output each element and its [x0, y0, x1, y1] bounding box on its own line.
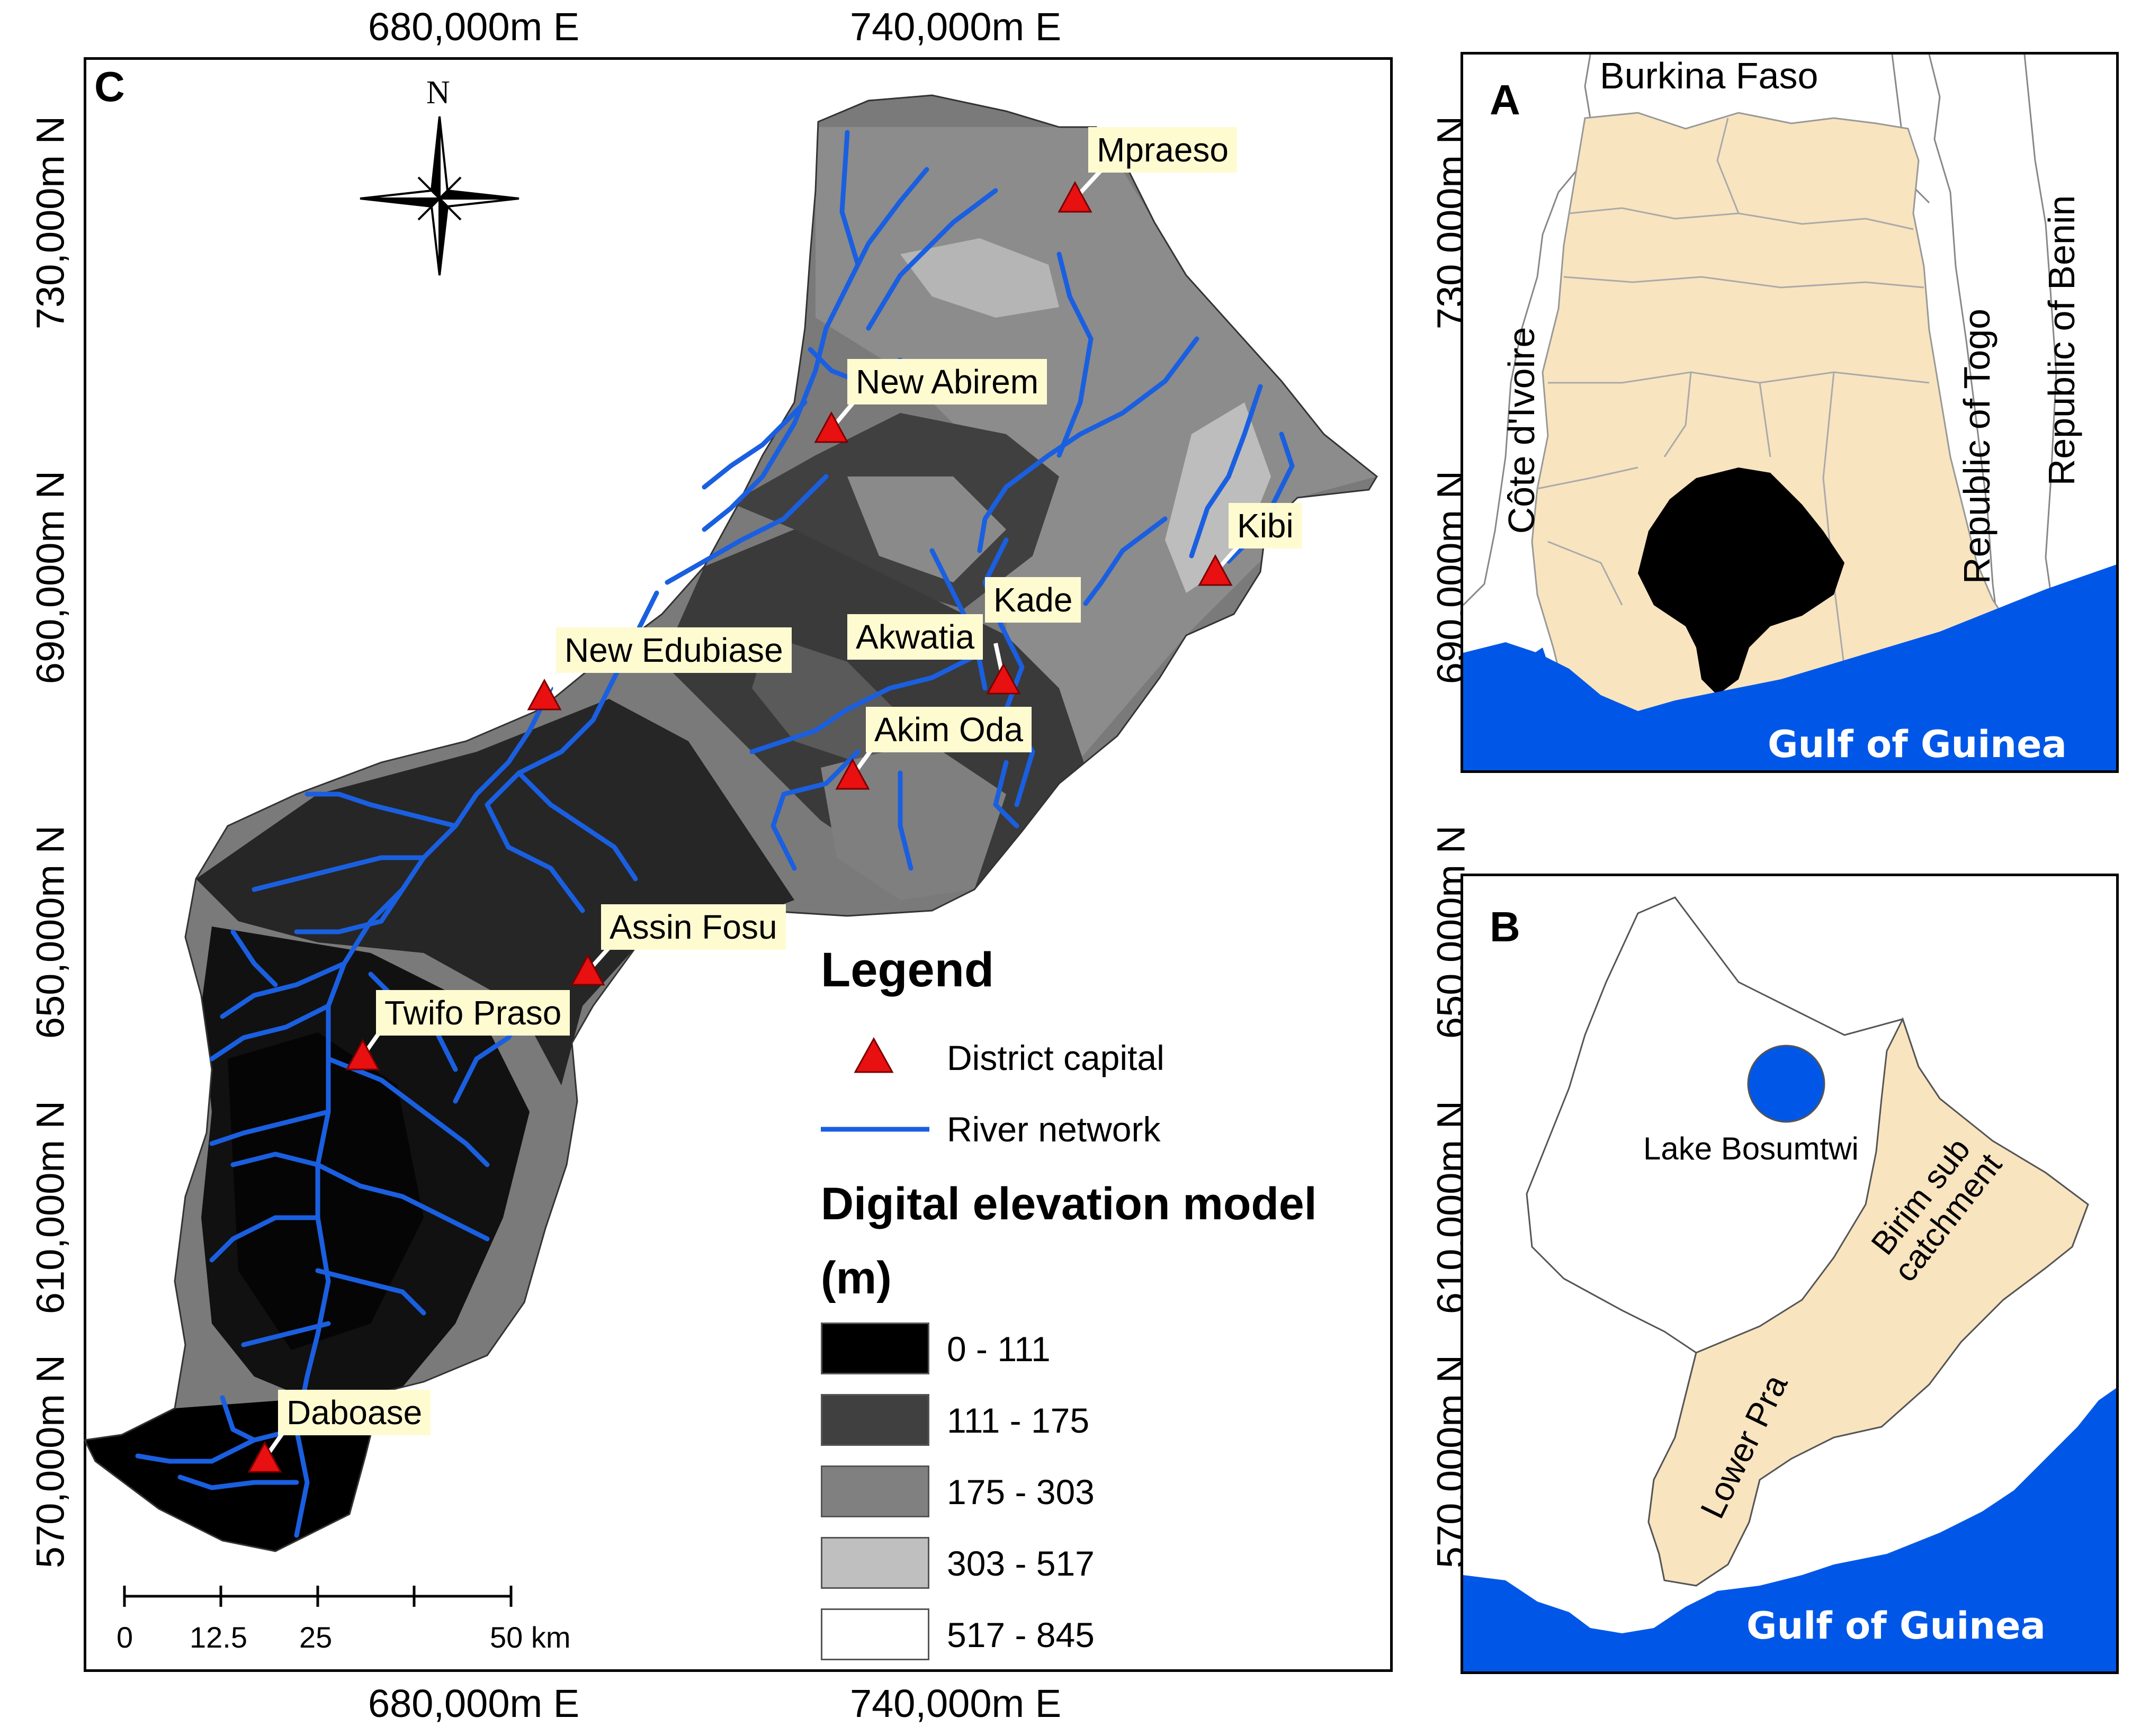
town-label-new-edubiase: New Edubiase — [556, 627, 792, 673]
town-label-mpraeso: Mpraeso — [1088, 127, 1237, 173]
legend-river-network-label: River network — [947, 1110, 1161, 1149]
legend-class-303-517: 303 - 517 — [947, 1544, 1095, 1583]
legend-title: Legend — [821, 943, 995, 997]
legend-class-517-845: 517 - 845 — [947, 1615, 1095, 1654]
legend-dem-title: Digital elevation model — [821, 1179, 1317, 1229]
inset-b-catchment-panel: B Lake Bosumtwi Birim sub catchment Lowe… — [1461, 874, 2119, 1674]
label-gulf-of-guinea-b: Gulf of Guinea — [1746, 1604, 2046, 1648]
scale-label-25: 25 — [299, 1621, 333, 1654]
panel-label-c: C — [94, 63, 125, 110]
legend-class-111-175: 111 - 175 — [947, 1401, 1090, 1440]
bottom-easting-label-2: 740,000m E — [850, 1681, 1062, 1725]
town-label-daboase: Daboase — [278, 1390, 431, 1435]
legend-district-capital-label: District capital — [947, 1038, 1164, 1077]
town-label-assin-fosu: Assin Fosu — [601, 904, 786, 950]
scale-bar-graphic — [123, 1586, 513, 1607]
panel-label-b: B — [1490, 903, 1520, 950]
scale-label-12-5: 12.5 — [190, 1621, 247, 1654]
legend-swatch-175-303 — [821, 1465, 929, 1517]
label-republic-of-benin: Republic of Benin — [2041, 195, 2082, 486]
town-label-new-abirem: New Abirem — [847, 359, 1047, 404]
north-label: N — [426, 75, 450, 111]
bottom-easting-label-1: 680,000m E — [368, 1681, 580, 1725]
legend-swatch-303-517 — [821, 1537, 929, 1589]
scale-label-50km: 50 km — [490, 1621, 571, 1654]
scale-label-0: 0 — [117, 1621, 133, 1654]
legend-swatch-0-111 — [821, 1323, 929, 1374]
legend-swatch-517-845 — [821, 1608, 929, 1660]
panel-label-a: A — [1490, 76, 1520, 123]
legend-triangle — [854, 1037, 894, 1073]
inset-a-ghana-panel: A Burkina Faso Côte d'Ivoire Republic of… — [1461, 52, 2119, 773]
label-burkina-faso: Burkina Faso — [1600, 55, 1819, 96]
top-easting-label-2: 740,000m E — [850, 5, 1062, 49]
top-easting-label-1: 680,000m E — [368, 5, 580, 49]
label-republic-of-togo: Republic of Togo — [1956, 308, 1997, 584]
legend-class-0-111: 0 - 111 — [947, 1329, 1051, 1369]
inset-a-map-graphic — [1463, 55, 2116, 770]
legend-dem-unit: (m) — [821, 1253, 892, 1303]
town-label-twifo-praso: Twifo Praso — [376, 990, 570, 1036]
town-label-akim-oda: Akim Oda — [866, 707, 1032, 752]
north-arrow-graphic — [360, 116, 519, 276]
inset-b-map-graphic — [1463, 896, 2116, 1671]
legend-class-175-303: 175 - 303 — [947, 1472, 1095, 1512]
label-cote-divoire: Côte d'Ivoire — [1501, 327, 1542, 534]
label-gulf-of-guinea-a: Gulf of Guinea — [1768, 723, 2067, 766]
town-label-kibi: Kibi — [1229, 503, 1302, 548]
legend-swatch-111-175 — [821, 1394, 929, 1446]
town-label-kade: Kade — [985, 577, 1081, 623]
town-label-akwatia: Akwatia — [847, 614, 983, 660]
label-lake-bosumtwi: Lake Bosumtwi — [1643, 1131, 1859, 1166]
